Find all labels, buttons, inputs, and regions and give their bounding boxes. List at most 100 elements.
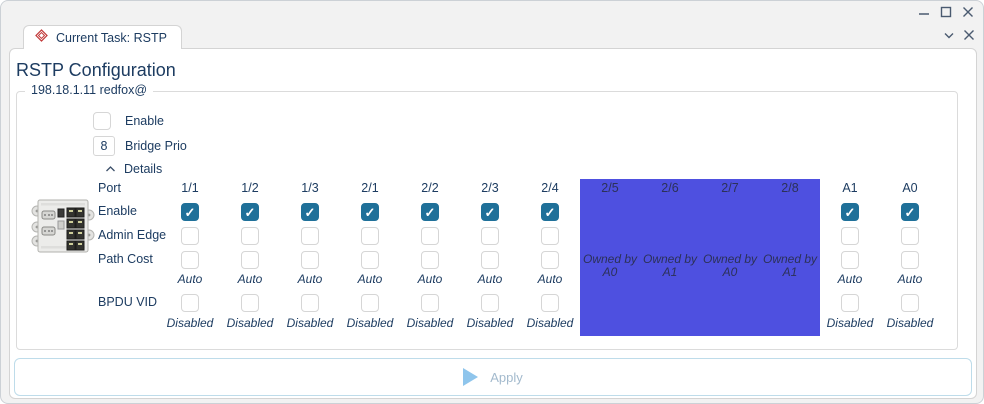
reserved-port-label: 2/7: [721, 181, 739, 195]
port-bpdu-vid-checkbox[interactable]: [421, 294, 439, 312]
port-bpdu-vid-checkbox[interactable]: [241, 294, 259, 312]
port-admin-edge-checkbox[interactable]: [361, 227, 379, 245]
port-bpdu-vid-value: Disabled: [526, 316, 574, 330]
app-logo-icon: [34, 28, 49, 48]
reserved-port-label: 2/8: [781, 181, 799, 195]
port-bpdu-vid-checkbox[interactable]: [181, 294, 199, 312]
port-column: 2/4 Auto Disabled: [520, 179, 580, 339]
details-toggle[interactable]: Details: [105, 160, 162, 178]
port-column: 1/1 Auto Disabled: [160, 179, 220, 339]
device-group-label: 198.18.1.11 redfox@: [25, 83, 154, 97]
port-bpdu-vid-value: Disabled: [226, 316, 274, 330]
port-path-cost-checkbox[interactable]: [181, 251, 199, 269]
port-path-cost-checkbox[interactable]: [841, 251, 859, 269]
port-enable-checkbox[interactable]: [841, 203, 859, 221]
row-label-path-cost: Path Cost: [98, 252, 153, 266]
port-bpdu-vid-checkbox[interactable]: [841, 294, 859, 312]
owned-by-line1: Owned by: [582, 252, 638, 266]
owned-by-text: Owned by A0: [580, 253, 640, 279]
chevron-down-icon[interactable]: [942, 28, 955, 41]
chevron-up-icon: [105, 160, 116, 178]
port-path-cost-value: Auto: [537, 272, 563, 286]
port-admin-edge-checkbox[interactable]: [181, 227, 199, 245]
owned-by-line2: A0: [722, 265, 738, 279]
reserved-port-label: 2/6: [661, 181, 679, 195]
maximize-icon[interactable]: [939, 6, 952, 19]
port-admin-edge-checkbox[interactable]: [241, 227, 259, 245]
port-column: 1/3 Auto Disabled: [280, 179, 340, 339]
port-admin-edge-checkbox[interactable]: [841, 227, 859, 245]
port-column-label: A1: [842, 181, 858, 195]
port-admin-edge-checkbox[interactable]: [901, 227, 919, 245]
port-column-label: 2/2: [421, 181, 439, 195]
reserved-port-column: 2/8 Owned by A1: [760, 179, 820, 336]
apply-button[interactable]: Apply: [14, 358, 972, 396]
tab-label: Current Task: RSTP: [56, 30, 167, 45]
port-enable-checkbox[interactable]: [901, 203, 919, 221]
port-enable-checkbox[interactable]: [421, 203, 439, 221]
port-enable-checkbox[interactable]: [361, 203, 379, 221]
bridge-prio-label: Bridge Prio: [125, 139, 187, 153]
port-bpdu-vid-checkbox[interactable]: [901, 294, 919, 312]
owned-by-line2: A1: [782, 265, 798, 279]
port-column-label: 1/2: [241, 181, 259, 195]
port-bpdu-vid-value: Disabled: [826, 316, 874, 330]
port-bpdu-vid-value: Disabled: [406, 316, 454, 330]
port-admin-edge-checkbox[interactable]: [421, 227, 439, 245]
port-enable-checkbox[interactable]: [241, 203, 259, 221]
titlebar: [1, 1, 983, 23]
port-bpdu-vid-checkbox[interactable]: [541, 294, 559, 312]
owned-by-line2: A1: [662, 265, 678, 279]
port-enable-checkbox[interactable]: [301, 203, 319, 221]
bridge-prio-input[interactable]: [93, 136, 115, 156]
port-path-cost-value: Auto: [237, 272, 263, 286]
owned-by-line1: Owned by: [762, 252, 818, 266]
port-path-cost-checkbox[interactable]: [301, 251, 319, 269]
minimize-icon[interactable]: [917, 6, 930, 19]
port-column-label: 2/3: [481, 181, 499, 195]
port-column: 2/2 Auto Disabled: [400, 179, 460, 339]
port-path-cost-checkbox[interactable]: [421, 251, 439, 269]
port-bpdu-vid-checkbox[interactable]: [301, 294, 319, 312]
port-path-cost-value: Auto: [417, 272, 443, 286]
port-admin-edge-checkbox[interactable]: [301, 227, 319, 245]
port-enable-checkbox[interactable]: [181, 203, 199, 221]
port-path-cost-checkbox[interactable]: [541, 251, 559, 269]
reserved-port-column: 2/7 Owned by A0: [700, 179, 760, 336]
owned-by-line1: Owned by: [702, 252, 758, 266]
port-path-cost-checkbox[interactable]: [241, 251, 259, 269]
owned-by-text: Owned by A1: [760, 253, 820, 279]
port-path-cost-value: Auto: [837, 272, 863, 286]
rstp-enable-label: Enable: [125, 114, 164, 128]
port-admin-edge-checkbox[interactable]: [541, 227, 559, 245]
port-path-cost-checkbox[interactable]: [481, 251, 499, 269]
switch-device-image: [31, 197, 95, 260]
port-column: 1/2 Auto Disabled: [220, 179, 280, 339]
tab-current-task[interactable]: Current Task: RSTP: [23, 25, 182, 49]
play-icon: [463, 368, 479, 386]
port-enable-checkbox[interactable]: [541, 203, 559, 221]
port-bpdu-vid-value: Disabled: [466, 316, 514, 330]
port-path-cost-checkbox[interactable]: [901, 251, 919, 269]
port-admin-edge-checkbox[interactable]: [481, 227, 499, 245]
details-label: Details: [124, 162, 163, 176]
port-path-cost-value: Auto: [357, 272, 383, 286]
port-column-label: 2/4: [541, 181, 559, 195]
port-bpdu-vid-checkbox[interactable]: [361, 294, 379, 312]
port-enable-checkbox[interactable]: [481, 203, 499, 221]
row-label-admin-edge: Admin Edge: [98, 228, 167, 242]
reserved-port-column: 2/6 Owned by A1: [640, 179, 700, 336]
page-title: RSTP Configuration: [16, 60, 176, 80]
device-group-box: 198.18.1.11 redfox@ Enable Bridge Prio D…: [16, 83, 958, 350]
port-bpdu-vid-checkbox[interactable]: [481, 294, 499, 312]
port-path-cost-value: Auto: [177, 272, 203, 286]
reserved-overlay: 2/5 Owned by A0 2/6 Owned by A1 2/7 Owne…: [580, 179, 820, 336]
rstp-enable-checkbox[interactable]: [93, 112, 111, 130]
row-label-port: Port: [98, 181, 121, 195]
tab-close-icon[interactable]: [962, 28, 975, 41]
port-column: 2/1 Auto Disabled: [340, 179, 400, 339]
owned-by-text: Owned by A0: [700, 253, 760, 279]
close-icon[interactable]: [961, 6, 974, 19]
port-path-cost-checkbox[interactable]: [361, 251, 379, 269]
